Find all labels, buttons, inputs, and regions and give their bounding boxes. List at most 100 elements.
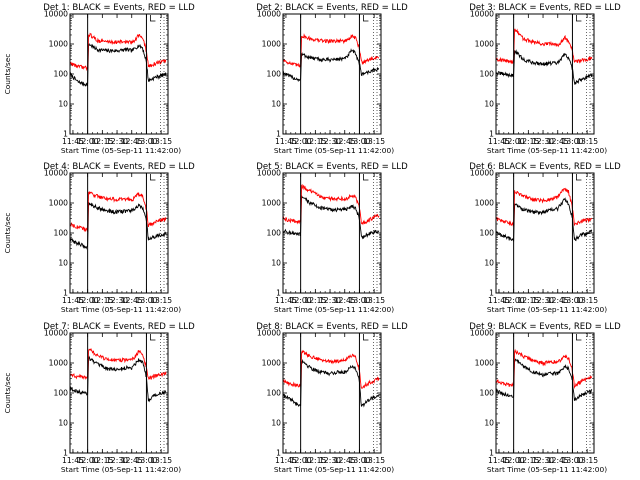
x-axis-label: Start Time (05-Sep-11 11:42:00) — [274, 146, 394, 155]
y-tick-label: 100 — [480, 389, 495, 398]
detector-panel-4: Det 4: BLACK = Events, RED = LLD 1 10 100 10… — [3, 162, 195, 314]
series-line-events — [69, 202, 167, 250]
x-tick-label: 11:45 — [62, 137, 84, 146]
plot-frame — [69, 13, 169, 135]
x-axis-label: Start Time (05-Sep-11 11:42:00) — [487, 465, 607, 474]
x-tick-label: 13:00 — [561, 137, 583, 146]
x-tick-label: 13:15 — [576, 137, 598, 146]
x-tick-label: 12:15 — [517, 456, 539, 465]
marker-flag — [576, 174, 582, 181]
x-tick-label: 11:45 — [488, 456, 510, 465]
plot-frame — [282, 13, 382, 135]
y-axis-label: Counts/sec — [3, 213, 12, 254]
x-tick-label: 12:15 — [91, 137, 113, 146]
x-tick-label: 13:15 — [576, 296, 598, 305]
x-tick-label: 12:00 — [77, 137, 99, 146]
panel-title: Det 4: BLACK = Events, RED = LLD — [43, 162, 195, 172]
detector-panel-5: Det 5: BLACK = Events, RED = LLD 1 10 100 10… — [256, 162, 408, 314]
y-tick-label: 1 — [489, 130, 494, 139]
y-tick-label: 100 — [480, 70, 495, 79]
marker-flag — [363, 15, 369, 22]
y-tick-label: 100 — [54, 229, 69, 238]
y-tick-label: 100 — [480, 229, 495, 238]
y-tick-label: 10 — [58, 100, 68, 109]
y-tick-label: 1000 — [49, 359, 68, 368]
x-tick-label: 12:30 — [532, 296, 554, 305]
x-tick-label: 13:15 — [363, 137, 385, 146]
detector-panel-3: Det 3: BLACK = Events, RED = LLD 1 10 100 10… — [469, 3, 621, 155]
x-tick-label: 11:45 — [62, 456, 84, 465]
x-tick-label: 13:00 — [561, 456, 583, 465]
detector-panel-1: Det 1: BLACK = Events, RED = LLD 1 10 100 10… — [3, 3, 195, 155]
y-tick-label: 10 — [271, 259, 281, 268]
panel-title: Det 6: BLACK = Events, RED = LLD — [469, 162, 621, 172]
y-tick-label: 1000 — [262, 359, 281, 368]
x-tick-label: 13:15 — [363, 296, 385, 305]
detector-panel-9: Det 9: BLACK = Events, RED = LLD 1 10 100 10… — [469, 322, 621, 474]
x-tick-label: 13:00 — [135, 456, 157, 465]
x-tick-label: 12:45 — [334, 137, 356, 146]
y-tick-label: 10000 — [470, 169, 494, 178]
x-tick-label: 13:15 — [150, 137, 172, 146]
y-tick-label: 1000 — [475, 40, 494, 49]
y-tick-label: 1000 — [49, 199, 68, 208]
marker-flag — [150, 334, 156, 341]
plot-frame — [495, 332, 595, 454]
y-tick-label: 10000 — [257, 329, 281, 338]
x-tick-label: 12:00 — [503, 456, 525, 465]
x-tick-label: 12:45 — [334, 296, 356, 305]
series-line-events — [495, 49, 593, 85]
x-tick-label: 12:45 — [547, 137, 569, 146]
series-line-events — [69, 42, 167, 87]
x-tick-label: 13:00 — [135, 296, 157, 305]
y-tick-label: 10000 — [257, 169, 281, 178]
plot-frame — [495, 13, 595, 135]
y-tick-label: 10 — [58, 419, 68, 428]
x-tick-label: 12:15 — [91, 456, 113, 465]
x-tick-label: 13:15 — [363, 456, 385, 465]
marker-flag — [576, 15, 582, 22]
plot-frame — [495, 172, 595, 294]
series-line-lld — [495, 187, 593, 227]
x-tick-label: 13:00 — [135, 137, 157, 146]
y-tick-label: 10 — [58, 259, 68, 268]
x-tick-label: 12:00 — [77, 456, 99, 465]
x-tick-label: 13:00 — [348, 137, 370, 146]
series-line-lld — [69, 32, 167, 72]
x-tick-label: 11:45 — [275, 456, 297, 465]
x-tick-label: 12:30 — [106, 296, 128, 305]
x-tick-label: 12:30 — [106, 137, 128, 146]
x-tick-label: 13:00 — [561, 296, 583, 305]
x-axis-label: Start Time (05-Sep-11 11:42:00) — [61, 305, 181, 314]
marker-flag — [363, 334, 369, 341]
y-tick-label: 1000 — [262, 199, 281, 208]
x-axis-label: Start Time (05-Sep-11 11:42:00) — [274, 305, 394, 314]
detector-panel-6: Det 6: BLACK = Events, RED = LLD 1 10 100 10… — [469, 162, 621, 314]
panel-title: Det 5: BLACK = Events, RED = LLD — [256, 162, 408, 172]
y-tick-label: 1 — [276, 449, 281, 458]
x-tick-label: 12:15 — [304, 296, 326, 305]
y-tick-label: 10 — [484, 259, 494, 268]
x-tick-label: 12:30 — [106, 456, 128, 465]
x-tick-label: 12:15 — [517, 137, 539, 146]
x-tick-label: 11:45 — [488, 296, 510, 305]
y-tick-label: 10000 — [470, 329, 494, 338]
x-axis-label: Start Time (05-Sep-11 11:42:00) — [274, 465, 394, 474]
x-tick-label: 12:15 — [304, 137, 326, 146]
panel-title: Det 8: BLACK = Events, RED = LLD — [256, 322, 408, 332]
y-tick-label: 1 — [276, 130, 281, 139]
y-tick-label: 100 — [54, 70, 69, 79]
detector-panel-2: Det 2: BLACK = Events, RED = LLD 1 10 100 10… — [256, 3, 408, 155]
y-tick-label: 1 — [63, 130, 68, 139]
x-tick-label: 13:15 — [150, 456, 172, 465]
series-line-lld — [69, 191, 167, 233]
panel-title: Det 9: BLACK = Events, RED = LLD — [469, 322, 621, 332]
x-tick-label: 11:45 — [62, 296, 84, 305]
y-tick-label: 1 — [489, 289, 494, 298]
x-axis-label: Start Time (05-Sep-11 11:42:00) — [61, 465, 181, 474]
plot-frame — [282, 332, 382, 454]
y-tick-label: 1000 — [49, 40, 68, 49]
y-tick-label: 1 — [63, 449, 68, 458]
x-axis-label: Start Time (05-Sep-11 11:42:00) — [487, 305, 607, 314]
